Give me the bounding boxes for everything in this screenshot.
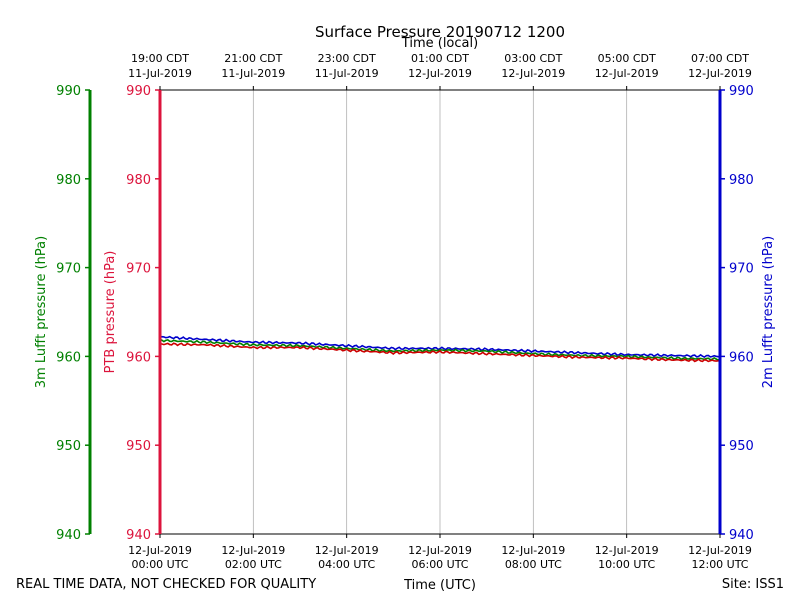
y-tick-label-right: 950 xyxy=(729,439,754,454)
x-tick-label-bottom-date: 12-Jul-2019 xyxy=(408,544,472,557)
y-tick-label-right: 940 xyxy=(729,528,754,543)
x-tick-label-top-date: 11-Jul-2019 xyxy=(315,67,379,80)
tick-labels: 940 940 940 950 950 950 960 960 960 970 970 970 980 9… xyxy=(56,52,754,571)
y-tick-label-right: 960 xyxy=(729,350,754,365)
axes xyxy=(88,89,722,535)
x-tick-label-top-date: 12-Jul-2019 xyxy=(408,67,472,80)
x-tick-label-top-time: 23:00 CDT xyxy=(318,52,376,65)
x-tick-label-top-date: 12-Jul-2019 xyxy=(688,67,752,80)
series-line xyxy=(159,342,720,363)
y-axis-right-label: 2m Lufft pressure (hPa) xyxy=(761,236,776,388)
site-label: Site: ISS1 xyxy=(722,577,784,592)
y-tick-label-left-inner: 970 xyxy=(126,262,151,277)
quality-disclaimer: REAL TIME DATA, NOT CHECKED FOR QUALITY xyxy=(16,577,316,592)
series-line xyxy=(159,335,721,359)
x-tick-label-top-date: 11-Jul-2019 xyxy=(221,67,285,80)
x-tick-label-bottom-date: 12-Jul-2019 xyxy=(595,544,659,557)
y-tick-label-right: 980 xyxy=(729,173,754,188)
x-tick-label-top-time: 03:00 CDT xyxy=(504,52,562,65)
x-tick-label-top-date: 12-Jul-2019 xyxy=(501,67,565,80)
y-tick-label-left-inner: 980 xyxy=(126,173,151,188)
x-tick-label-bottom-time: 02:00 UTC xyxy=(225,558,282,571)
x-axis-top-label: Time (local) xyxy=(401,36,478,51)
x-tick-label-bottom-date: 12-Jul-2019 xyxy=(688,544,752,557)
x-tick-label-bottom-time: 06:00 UTC xyxy=(411,558,468,571)
x-tick-label-bottom-date: 12-Jul-2019 xyxy=(501,544,565,557)
y-axis-left-inner-label: PTB pressure (hPa) xyxy=(103,251,118,374)
y-tick-label-left-inner: 940 xyxy=(126,528,151,543)
y-tick-label-left-inner: 950 xyxy=(126,439,151,454)
chart-title: Surface Pressure 20190712 1200 xyxy=(315,23,565,41)
y-tick-label-left-inner: 990 xyxy=(126,84,151,99)
y-tick-label-right: 970 xyxy=(729,262,754,277)
x-tick-label-top-time: 07:00 CDT xyxy=(691,52,749,65)
x-tick-label-bottom-date: 12-Jul-2019 xyxy=(315,544,379,557)
x-tick-label-top-time: 01:00 CDT xyxy=(411,52,469,65)
x-tick-label-bottom-time: 12:00 UTC xyxy=(691,558,748,571)
y-tick-label-left-outer: 940 xyxy=(56,528,81,543)
y-tick-label-left-outer: 990 xyxy=(56,84,81,99)
x-tick-label-bottom-date: 12-Jul-2019 xyxy=(128,544,192,557)
y-tick-label-left-outer: 960 xyxy=(56,350,81,365)
x-tick-label-top-time: 21:00 CDT xyxy=(224,52,282,65)
x-tick-label-bottom-time: 10:00 UTC xyxy=(598,558,655,571)
x-tick-label-top-date: 12-Jul-2019 xyxy=(595,67,659,80)
x-axis-bottom-label: Time (UTC) xyxy=(403,578,476,593)
x-tick-label-bottom-time: 08:00 UTC xyxy=(505,558,562,571)
grid-lines xyxy=(252,90,628,534)
y-tick-label-left-outer: 970 xyxy=(56,262,81,277)
x-tick-label-top-date: 11-Jul-2019 xyxy=(128,67,192,80)
x-tick-label-top-time: 19:00 CDT xyxy=(131,52,189,65)
series-lines xyxy=(159,335,721,363)
x-tick-label-bottom-date: 12-Jul-2019 xyxy=(221,544,285,557)
y-tick-label-left-outer: 950 xyxy=(56,439,81,454)
x-tick-label-bottom-time: 04:00 UTC xyxy=(318,558,375,571)
y-tick-label-left-outer: 980 xyxy=(56,173,81,188)
y-axis-left-outer-label: 3m Lufft pressure (hPa) xyxy=(34,236,49,388)
y-tick-label-right: 990 xyxy=(729,84,754,99)
x-tick-label-bottom-time: 00:00 UTC xyxy=(131,558,188,571)
x-tick-label-top-time: 05:00 CDT xyxy=(598,52,656,65)
y-tick-label-left-inner: 960 xyxy=(126,350,151,365)
